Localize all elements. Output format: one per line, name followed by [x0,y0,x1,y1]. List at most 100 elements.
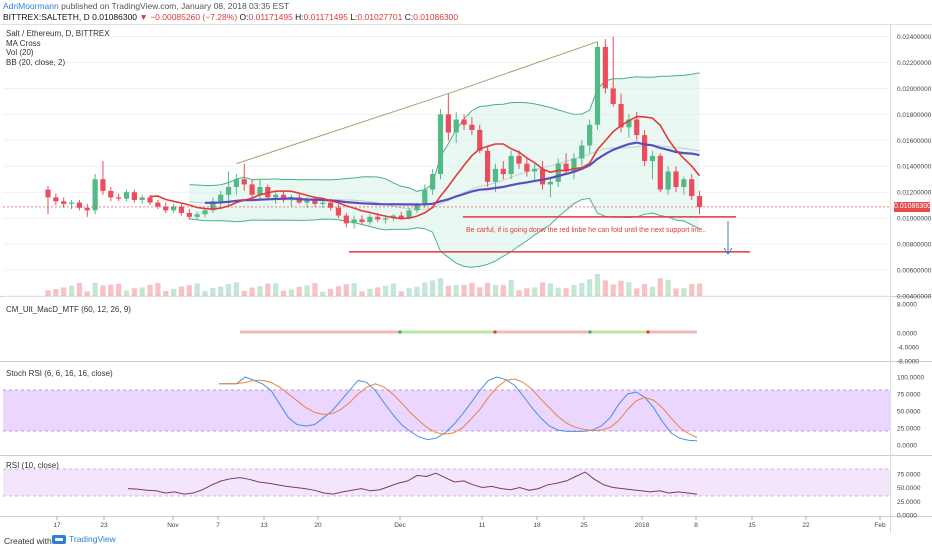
candle-body [696,196,703,207]
volume-bar [304,285,310,296]
volume-bars [45,274,703,296]
candle-body [131,192,137,200]
stoch-band [3,390,890,431]
time-tick-label: Nov [167,522,179,529]
candle-body [642,135,648,162]
trend-line [236,93,449,165]
tradingview-logo-icon [52,534,66,544]
time-tick-label: Feb [874,522,886,529]
legend-vol[interactable]: Vol (20) [6,48,34,57]
candle-body [681,179,687,188]
candle-body [375,216,381,220]
candle-body [524,163,530,172]
annotation-text: Be carful, if is going donw the red linb… [466,227,706,234]
time-tick-label: 20 [314,522,322,529]
candle-body [280,194,287,200]
price-tick-label: 0.01400000 [897,164,932,171]
volume-bar [84,291,90,296]
stoch-axis: 100.0000 75.0000 50.0000 25.0000 0.0000 [897,375,924,450]
arrowhead-icon [723,247,733,255]
macd-tick-label: -4.0000 [897,345,919,352]
volume-bar [288,289,294,296]
candle-body [414,205,420,211]
time-axis: 17 23 Nov 7 13 20 Dec 11 18 25 2018 8 15 22 Feb [53,516,886,529]
high-value: 0.01171495 [303,12,348,22]
time-tick-label: 2018 [635,522,650,529]
candle-body [186,212,192,217]
legend-bb[interactable]: BB (20, close, 2) [6,57,66,67]
price-tick-label: 0.00600000 [897,268,932,275]
bollinger-upper [189,72,700,192]
rsi-title[interactable]: RSI (10, close) [6,461,59,470]
volume-bar [445,285,451,296]
macd-tick-label: 8.0000 [897,302,917,309]
candle-body [312,199,318,204]
candle-body [76,202,82,208]
open-label: O: [239,12,249,22]
volume-bar [186,285,192,296]
price-tick-label: 0.02400000 [897,34,932,41]
volume-bar [335,286,342,296]
volume-bar [92,282,98,296]
volume-bar [280,290,287,296]
volume-bar [657,278,663,296]
candle-body [665,171,671,190]
legend-ma[interactable]: MA Cross [6,38,41,48]
volume-bar [492,285,499,296]
macd-bar [590,330,648,334]
author-link[interactable]: AdriMoormann [3,1,59,11]
volume-bar [579,283,585,296]
volume-bar [273,283,279,296]
volume-bar [296,286,302,296]
volume-bar [610,284,616,296]
volume-bar [241,290,247,296]
volume-bar [123,290,130,296]
candles [45,36,703,229]
candle-body [492,168,499,182]
candle-body [453,119,459,133]
candle-body [406,210,412,219]
candle-body [539,168,546,185]
volume-bar [642,284,648,296]
volume-bar [100,285,106,296]
candle-body [116,197,122,199]
candle-body [437,114,444,175]
candle-body [84,207,90,211]
chart-canvas[interactable]: Be carful, if is going donw the red linb… [0,0,932,533]
candle-body [445,114,451,133]
volume-bar [406,288,412,296]
price-tick-label: 0.01000000 [897,216,932,223]
volume-bar [390,283,396,296]
candle-body [571,158,577,172]
volume-bar [414,286,420,296]
volume-bar [116,283,122,296]
candle-body [257,187,263,195]
volume-bar [532,287,538,296]
candle-body [555,163,561,182]
tradingview-brand: TradingView [69,534,116,544]
stoch-title[interactable]: Stoch RSI (6, 6, 16, 16, close) [6,369,113,378]
time-tick-label: 7 [216,522,220,529]
candle-body [657,155,663,190]
volume-bar [328,288,334,296]
candle-body [430,174,436,190]
volume-bar [382,285,389,296]
candle-body [218,194,224,202]
stoch-tick-label: 50.0000 [897,409,921,416]
macd-tick-label: 0.0000 [897,331,917,338]
macd-title[interactable]: CM_Ult_MacD_MTF (60, 12, 26, 9) [6,305,131,314]
tradingview-link[interactable]: TradingView [52,534,116,544]
volume-bar [312,283,318,296]
candle-body [508,155,514,175]
time-tick-label: 17 [53,522,61,529]
candle-body [500,168,506,175]
volume-bar [155,283,161,296]
volume-bar [351,283,357,296]
candle-body [469,124,475,130]
candle-body [178,206,185,213]
volume-bar [202,291,208,296]
candle-body [304,199,310,203]
volume-bar [563,288,569,296]
macd-tick-label: -8.0000 [897,359,919,366]
candle-body [273,194,279,198]
